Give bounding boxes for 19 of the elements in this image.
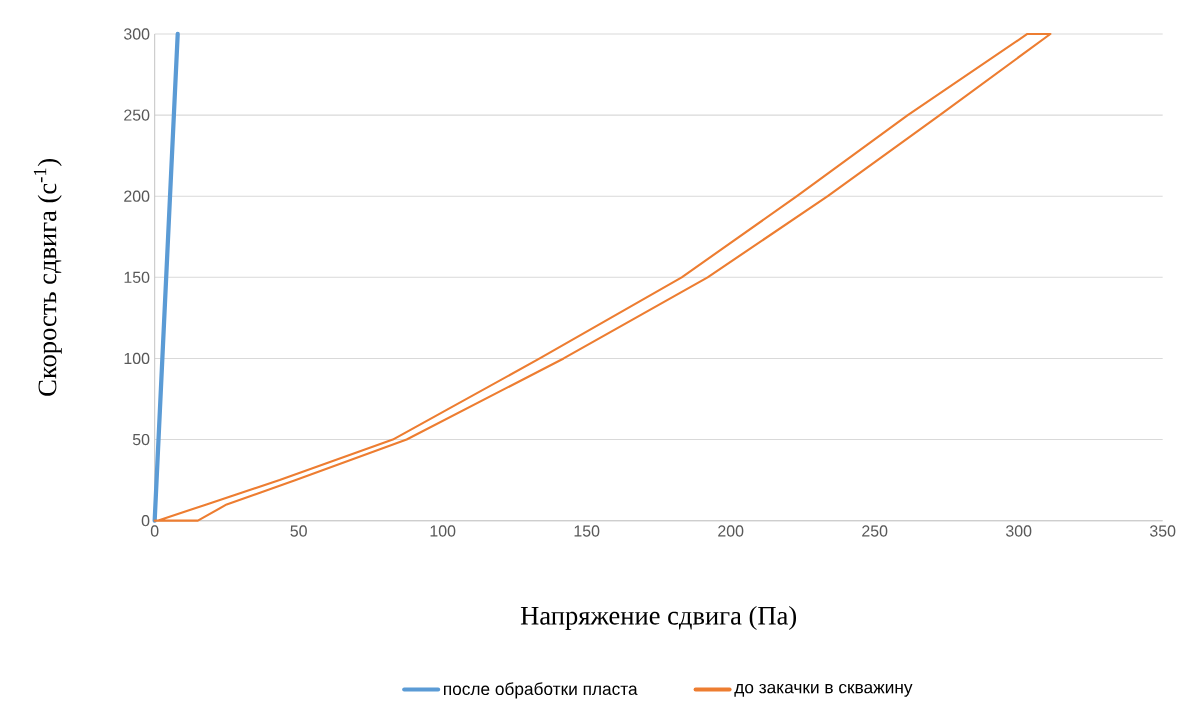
y-tick-label: 150 [124,271,150,283]
legend-label: до закачки в скважину [734,683,913,697]
legend-label: после обработки пласта [444,682,638,699]
x-axis-title: Напряжение сдвига (Па) [520,605,797,631]
y-tick-label: 50 [132,433,150,446]
y-tick-label: 250 [124,109,150,121]
x-tick-label: 0 [150,525,159,537]
x-tick-label: 250 [862,525,888,537]
x-tick-label: 150 [574,525,600,537]
x-tick-label: 50 [290,525,307,537]
y-tick-label: 0 [141,515,150,527]
x-tick-label: 350 [1149,525,1176,537]
x-tick-label: 100 [430,525,456,537]
x-tick-label: 300 [1005,525,1032,537]
y-tick-label: 200 [124,190,150,202]
y-axis-title: Скорость сдвига (с$^{-1}$) [33,159,62,396]
x-tick-label: 200 [718,525,744,537]
y-tick-label: 100 [124,352,150,365]
y-tick-label: 300 [123,28,150,40]
